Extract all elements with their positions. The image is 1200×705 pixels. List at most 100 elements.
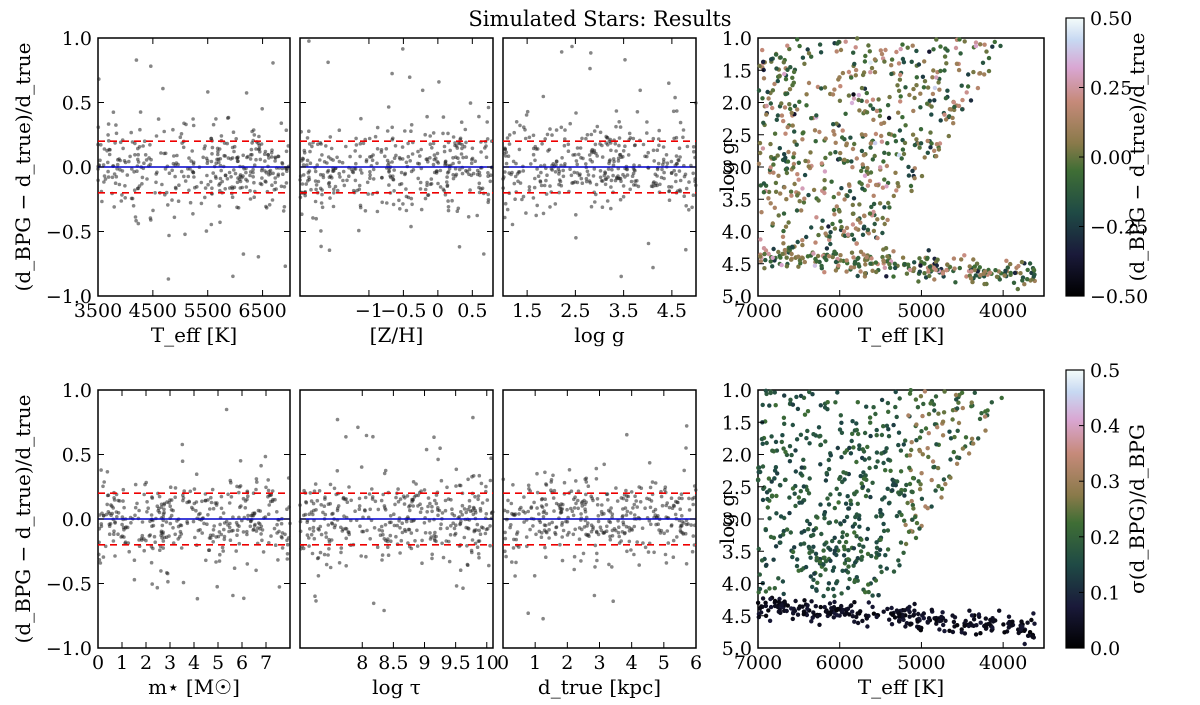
data-point [235,533,239,537]
data-point [425,180,429,185]
hr-star-point [874,427,879,433]
hr-star-point [845,606,851,611]
hr-star-point [883,246,889,251]
hr-star-point [800,131,805,136]
hr-star-point [922,59,927,64]
hr-star-point [779,439,784,445]
hr-star-point [802,196,807,201]
data-point [361,529,366,534]
hr-star-point [844,258,849,263]
hr-star-point [866,43,871,48]
data-point [310,551,315,556]
hr-star-point [826,466,832,472]
hr-star-point [973,632,979,637]
data-point [359,554,364,558]
hr-star-point [853,67,859,73]
data-point [238,505,242,510]
hr-star-point [818,50,824,55]
data-point [539,170,543,175]
hr-star-point [917,487,923,492]
hr-star-point [761,76,767,81]
data-point [109,503,113,507]
data-point [614,175,619,180]
data-point [505,509,510,514]
hr-star-point [896,152,902,158]
data-point [210,487,215,492]
hr-star-point [922,389,928,394]
hr-star-point [879,139,885,144]
data-point [116,532,120,536]
data-point [183,232,187,237]
data-point [298,174,303,178]
hr-star-point [959,257,964,262]
data-point [181,498,185,503]
data-point [589,523,594,527]
x-tick-label: 4 [188,652,200,674]
data-point [621,194,626,199]
hr-star-point [1025,633,1031,638]
data-point [619,155,624,159]
data-point [275,531,279,535]
y-tick-label: 1.0 [62,380,92,402]
hr-star-point [789,193,794,198]
data-point [373,499,378,504]
data-point [604,529,609,533]
data-point [477,181,482,186]
data-point [589,204,594,209]
data-point [635,110,640,114]
data-point [565,507,569,512]
data-point [305,520,310,524]
hr-star-point [858,220,863,225]
data-point [637,563,641,567]
hr-star-point [983,616,988,621]
hr-star-point [1025,267,1030,273]
data-point [383,508,388,512]
data-point [614,124,618,129]
data-point [570,509,575,513]
y-tick-label: −1.0 [46,286,92,308]
data-point [503,170,507,174]
hr-star-point [943,618,948,623]
hr-star-point [834,608,839,613]
data-point [246,494,250,499]
hr-star-point [934,154,939,159]
hr-star-point [897,396,902,401]
data-point [241,153,245,158]
hr-star-point [783,449,788,455]
data-point [149,157,153,162]
hr-star-point [884,423,890,428]
hr-star-point [897,128,903,133]
data-point [211,506,216,511]
hr-star-point [808,150,813,155]
hr-star-point [920,452,925,457]
hr-star-point [846,93,852,98]
hr-star-point [888,265,893,270]
hr-star-point [910,132,916,137]
data-point [548,184,552,188]
data-point [142,492,146,497]
hr-star-point [951,100,956,105]
hr-star-point [842,197,847,202]
data-point [510,560,514,564]
hr-star-point [992,39,997,45]
hr-star-point [814,113,819,118]
data-point [473,494,477,499]
hr-star-point [932,98,937,103]
data-point [314,187,318,192]
data-point [386,163,390,167]
data-point [477,555,481,560]
data-point [442,144,447,149]
hr-star-point [811,187,817,193]
data-point [506,498,510,503]
hr-star-point [784,264,790,269]
hr-star-point [907,481,913,487]
data-point [410,152,415,156]
data-point [610,515,614,520]
hr-star-point [781,446,786,451]
data-point [550,520,554,525]
hr-star-point [829,179,834,184]
hr-star-point [880,230,885,236]
data-point [244,185,249,189]
hr-star-point [948,457,953,462]
hr-star-point [771,162,776,167]
